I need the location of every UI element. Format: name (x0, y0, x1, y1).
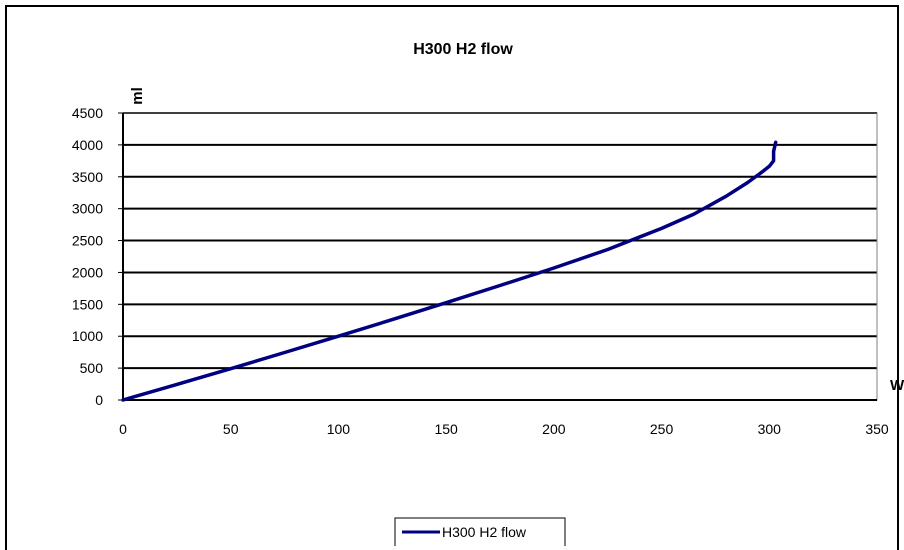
y-tick-label: 1000 (72, 328, 103, 344)
y-tick-label: 1500 (72, 296, 103, 312)
chart-title: H300 H2 flow (413, 41, 513, 58)
y-tick-label: 2000 (72, 264, 103, 280)
series-lines (121, 140, 778, 402)
y-tick-labels: 0 500 1000 1500 2000 2500 3000 3500 4000 4500 (72, 105, 103, 408)
x-tick-label: 250 (650, 421, 674, 437)
y-tick-label: 3500 (72, 169, 103, 185)
x-tick-label: 150 (434, 421, 458, 437)
legend-label: H300 H2 flow (442, 524, 527, 540)
axes (118, 112, 877, 401)
x-tick-label: 50 (223, 421, 239, 437)
y-tick-label: 4500 (72, 105, 103, 121)
series-line (121, 140, 778, 402)
y-tick-label: 4000 (72, 137, 103, 153)
y-tick-label: 2500 (72, 233, 103, 249)
y-tick-label: 3000 (72, 201, 103, 217)
x-tick-label: 0 (119, 421, 127, 437)
x-tick-label: 350 (865, 421, 889, 437)
x-tick-label: 200 (542, 421, 566, 437)
x-tick-label: 300 (758, 421, 782, 437)
y-tick-label: 0 (95, 392, 103, 408)
grid-lines (123, 112, 877, 370)
chart-frame (5, 5, 899, 550)
x-tick-labels: 0 50 100 150 200 250 300 350 (119, 421, 889, 437)
legend: H300 H2 flow (394, 517, 566, 546)
y-axis-label: ml (129, 87, 146, 105)
x-axis-label: W (890, 377, 904, 394)
x-tick-label: 100 (327, 421, 351, 437)
y-tick-label: 500 (80, 360, 104, 376)
plot-area-border (122, 112, 878, 401)
